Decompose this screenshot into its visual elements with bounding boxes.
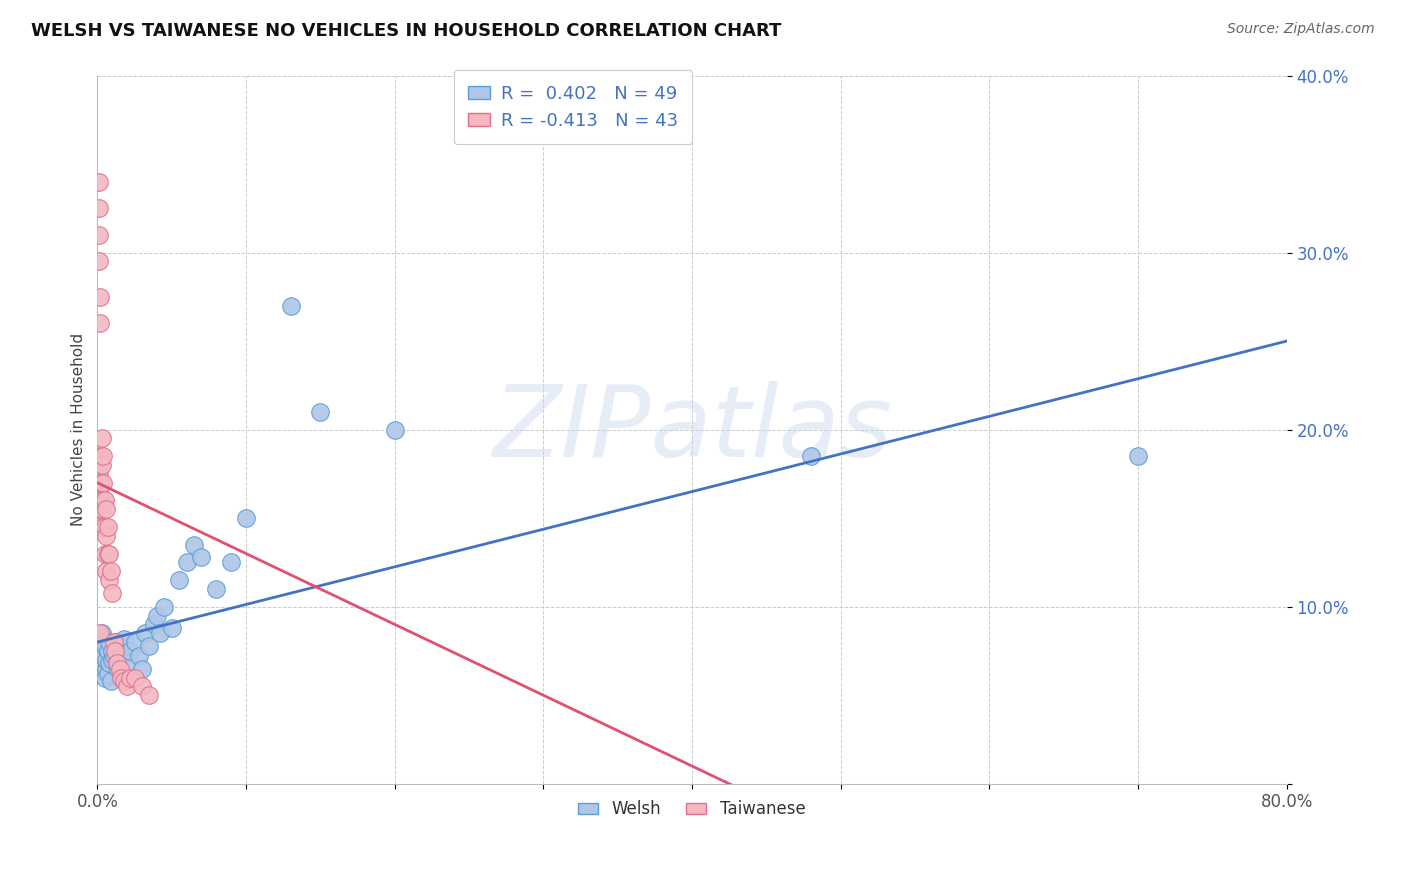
Point xyxy=(124,671,146,685)
Point xyxy=(1126,449,1149,463)
Point xyxy=(108,639,131,653)
Point xyxy=(149,626,172,640)
Point xyxy=(176,556,198,570)
Text: Source: ZipAtlas.com: Source: ZipAtlas.com xyxy=(1227,22,1375,37)
Point xyxy=(96,653,118,667)
Point xyxy=(105,657,128,671)
Point xyxy=(94,671,117,685)
Point xyxy=(183,538,205,552)
Point xyxy=(128,649,150,664)
Point xyxy=(131,662,153,676)
Point xyxy=(219,556,242,570)
Point xyxy=(153,599,176,614)
Point xyxy=(97,520,120,534)
Point xyxy=(89,475,111,490)
Point xyxy=(98,657,121,671)
Point xyxy=(167,573,190,587)
Point xyxy=(112,632,135,646)
Point xyxy=(112,674,135,689)
Text: ZIPatlas: ZIPatlas xyxy=(492,381,891,478)
Point xyxy=(105,657,128,671)
Point xyxy=(309,405,332,419)
Point xyxy=(190,550,212,565)
Point xyxy=(87,467,110,481)
Point xyxy=(138,688,160,702)
Point xyxy=(87,227,110,242)
Point xyxy=(89,493,111,508)
Point xyxy=(91,493,114,508)
Point xyxy=(87,202,110,216)
Point xyxy=(103,649,125,664)
Point xyxy=(90,662,112,676)
Point xyxy=(100,674,122,689)
Point xyxy=(205,582,228,596)
Point xyxy=(160,621,183,635)
Point xyxy=(91,649,114,664)
Point xyxy=(87,484,110,499)
Point xyxy=(89,317,111,331)
Point xyxy=(103,635,125,649)
Point xyxy=(87,502,110,516)
Point xyxy=(100,564,122,578)
Point xyxy=(87,254,110,268)
Point xyxy=(97,547,120,561)
Point xyxy=(134,626,156,640)
Point xyxy=(87,644,110,658)
Point xyxy=(91,449,114,463)
Point xyxy=(108,662,131,676)
Point xyxy=(96,529,118,543)
Legend: Welsh, Taiwanese: Welsh, Taiwanese xyxy=(572,794,813,825)
Point xyxy=(120,644,142,658)
Text: WELSH VS TAIWANESE NO VEHICLES IN HOUSEHOLD CORRELATION CHART: WELSH VS TAIWANESE NO VEHICLES IN HOUSEH… xyxy=(31,22,782,40)
Point xyxy=(138,639,160,653)
Point xyxy=(91,475,114,490)
Point xyxy=(110,671,132,685)
Point xyxy=(90,626,112,640)
Point xyxy=(87,175,110,189)
Point xyxy=(94,493,117,508)
Point xyxy=(97,644,120,658)
Point xyxy=(101,644,124,658)
Point xyxy=(235,511,257,525)
Point xyxy=(280,299,302,313)
Point xyxy=(142,617,165,632)
Point xyxy=(90,432,112,446)
Point xyxy=(104,644,127,658)
Point xyxy=(120,671,142,685)
Point xyxy=(96,502,118,516)
Point xyxy=(97,667,120,681)
Point xyxy=(89,290,111,304)
Point xyxy=(89,626,111,640)
Point xyxy=(131,679,153,693)
Point xyxy=(94,639,117,653)
Point xyxy=(115,679,138,693)
Point xyxy=(110,649,132,664)
Point xyxy=(98,573,121,587)
Point xyxy=(94,520,117,534)
Point xyxy=(98,635,121,649)
Point xyxy=(90,502,112,516)
Point xyxy=(98,547,121,561)
Point xyxy=(800,449,823,463)
Point xyxy=(124,635,146,649)
Y-axis label: No Vehicles in Household: No Vehicles in Household xyxy=(72,333,86,526)
Point xyxy=(107,662,129,676)
Point xyxy=(104,635,127,649)
Point xyxy=(89,653,111,667)
Point xyxy=(146,608,169,623)
Point xyxy=(384,423,406,437)
Point xyxy=(94,547,117,561)
Point xyxy=(91,657,114,671)
Point xyxy=(89,635,111,649)
Point xyxy=(96,564,118,578)
Point xyxy=(90,458,112,472)
Point xyxy=(96,662,118,676)
Point xyxy=(101,585,124,599)
Point xyxy=(101,653,124,667)
Point xyxy=(89,449,111,463)
Point xyxy=(90,520,112,534)
Point xyxy=(115,657,138,671)
